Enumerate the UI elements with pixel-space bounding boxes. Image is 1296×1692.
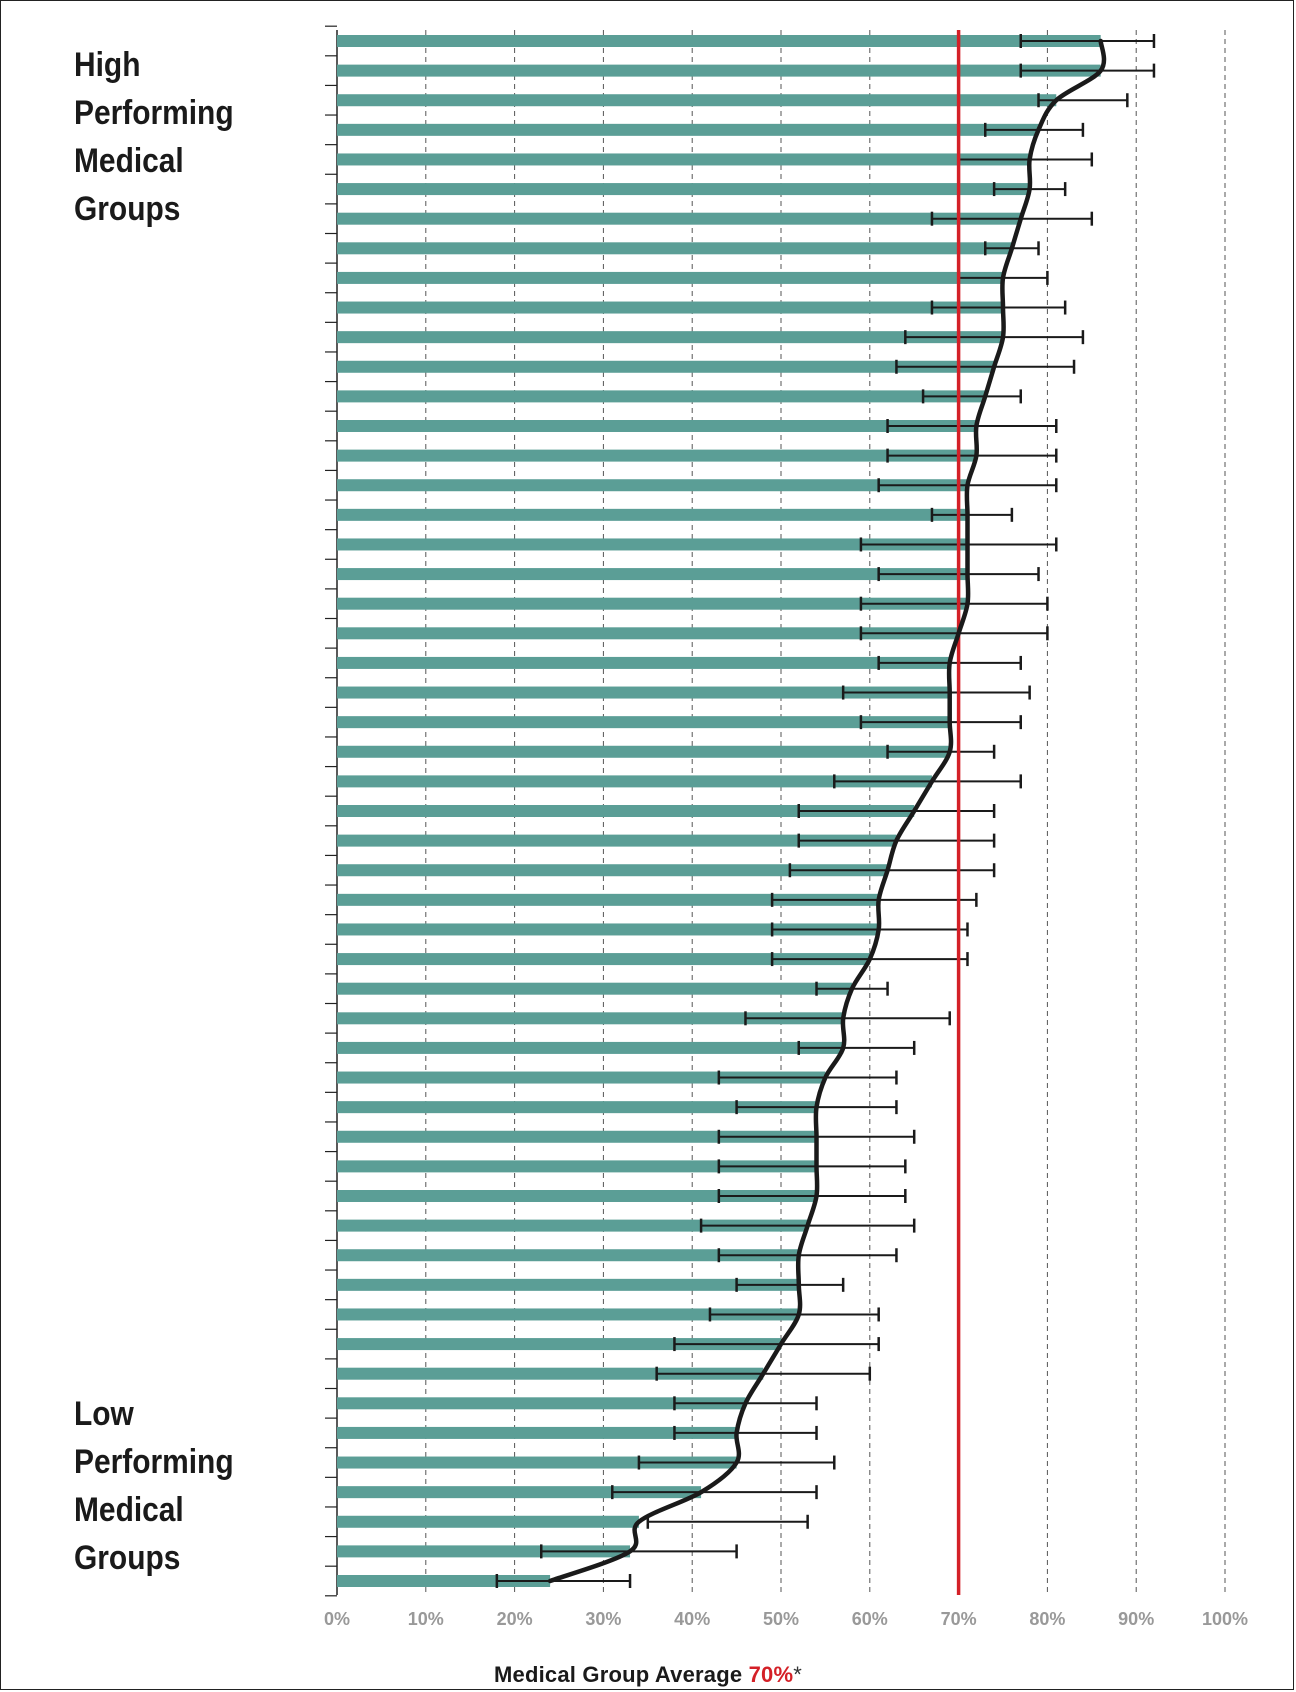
bar bbox=[337, 64, 1101, 77]
high-performing-label: High Performing Medical Groups bbox=[74, 41, 234, 233]
bar bbox=[337, 1071, 826, 1084]
high-label-line: High bbox=[74, 46, 141, 84]
bar bbox=[337, 1545, 631, 1558]
average-caption-text: Medical Group Average bbox=[493, 1662, 749, 1687]
bar bbox=[337, 775, 932, 788]
bar bbox=[337, 1515, 639, 1528]
bar bbox=[337, 271, 1003, 284]
bar bbox=[337, 1397, 746, 1410]
bar bbox=[337, 1456, 737, 1469]
medical-group-average-caption: Medical Group Average 70%* bbox=[0, 1662, 1296, 1688]
bar bbox=[337, 1249, 799, 1262]
low-performing-label: Low Performing Medical Groups bbox=[74, 1390, 234, 1582]
x-tick-label: 80% bbox=[1029, 1609, 1065, 1629]
bar bbox=[337, 1308, 799, 1321]
bar bbox=[337, 212, 1021, 225]
low-label-line: Medical bbox=[74, 1491, 184, 1529]
x-tick-label: 90% bbox=[1118, 1609, 1154, 1629]
bar bbox=[337, 1190, 817, 1202]
bar bbox=[337, 123, 1039, 136]
bar bbox=[337, 390, 986, 403]
bar bbox=[337, 1101, 817, 1114]
bar bbox=[337, 834, 897, 847]
footnote-asterisk: * bbox=[793, 1662, 803, 1687]
x-tick-label: 0% bbox=[324, 1609, 350, 1629]
average-value: 70% bbox=[748, 1662, 794, 1687]
bar bbox=[337, 1219, 808, 1232]
bar bbox=[337, 597, 968, 610]
high-label-line: Medical bbox=[74, 142, 184, 180]
bar-chart: 0% 10% 20% 30% 40% 50% 60% 70% 80% 90% 100% bbox=[324, 25, 1248, 1629]
bar bbox=[337, 35, 1101, 47]
x-tick-label: 40% bbox=[674, 1609, 710, 1629]
x-tick-label: 20% bbox=[497, 1609, 533, 1629]
bar bbox=[337, 479, 968, 492]
x-tick-label: 70% bbox=[941, 1609, 977, 1629]
trend-line bbox=[547, 38, 1107, 1584]
bar bbox=[337, 656, 950, 669]
x-tick-label: 60% bbox=[852, 1609, 888, 1629]
x-tick-label: 100% bbox=[1202, 1609, 1248, 1629]
bar bbox=[337, 331, 1003, 344]
bar bbox=[337, 508, 968, 521]
bar bbox=[337, 94, 1057, 107]
x-tick-label: 30% bbox=[585, 1609, 621, 1629]
bar bbox=[337, 1160, 817, 1173]
x-tick-label: 50% bbox=[763, 1609, 799, 1629]
bar bbox=[337, 923, 879, 936]
bar bbox=[337, 716, 950, 729]
bar bbox=[337, 242, 1012, 255]
bar bbox=[337, 301, 1003, 314]
bar bbox=[337, 627, 959, 640]
low-label-line: Performing bbox=[74, 1443, 234, 1481]
bar bbox=[337, 864, 888, 877]
low-label-line: Groups bbox=[74, 1539, 181, 1577]
bar bbox=[337, 805, 915, 817]
bar bbox=[337, 745, 950, 758]
bar bbox=[337, 449, 977, 462]
x-tick-label: 10% bbox=[408, 1609, 444, 1629]
high-label-line: Performing bbox=[74, 94, 234, 132]
bar bbox=[337, 982, 853, 995]
bar bbox=[337, 420, 977, 432]
bar bbox=[337, 1426, 737, 1439]
bar bbox=[337, 1486, 702, 1499]
bar bbox=[337, 568, 968, 581]
bar bbox=[337, 1278, 799, 1291]
bar bbox=[337, 183, 1030, 196]
bar bbox=[337, 953, 870, 966]
bar bbox=[337, 1338, 781, 1351]
bar bbox=[337, 1012, 844, 1025]
bar bbox=[337, 1041, 844, 1054]
bar bbox=[337, 153, 1030, 166]
high-label-line: Groups bbox=[74, 190, 181, 228]
bar bbox=[337, 538, 968, 551]
bar bbox=[337, 1130, 817, 1143]
bar bbox=[337, 893, 879, 906]
low-label-line: Low bbox=[74, 1395, 134, 1433]
bar bbox=[337, 686, 950, 699]
bar bbox=[337, 360, 995, 373]
